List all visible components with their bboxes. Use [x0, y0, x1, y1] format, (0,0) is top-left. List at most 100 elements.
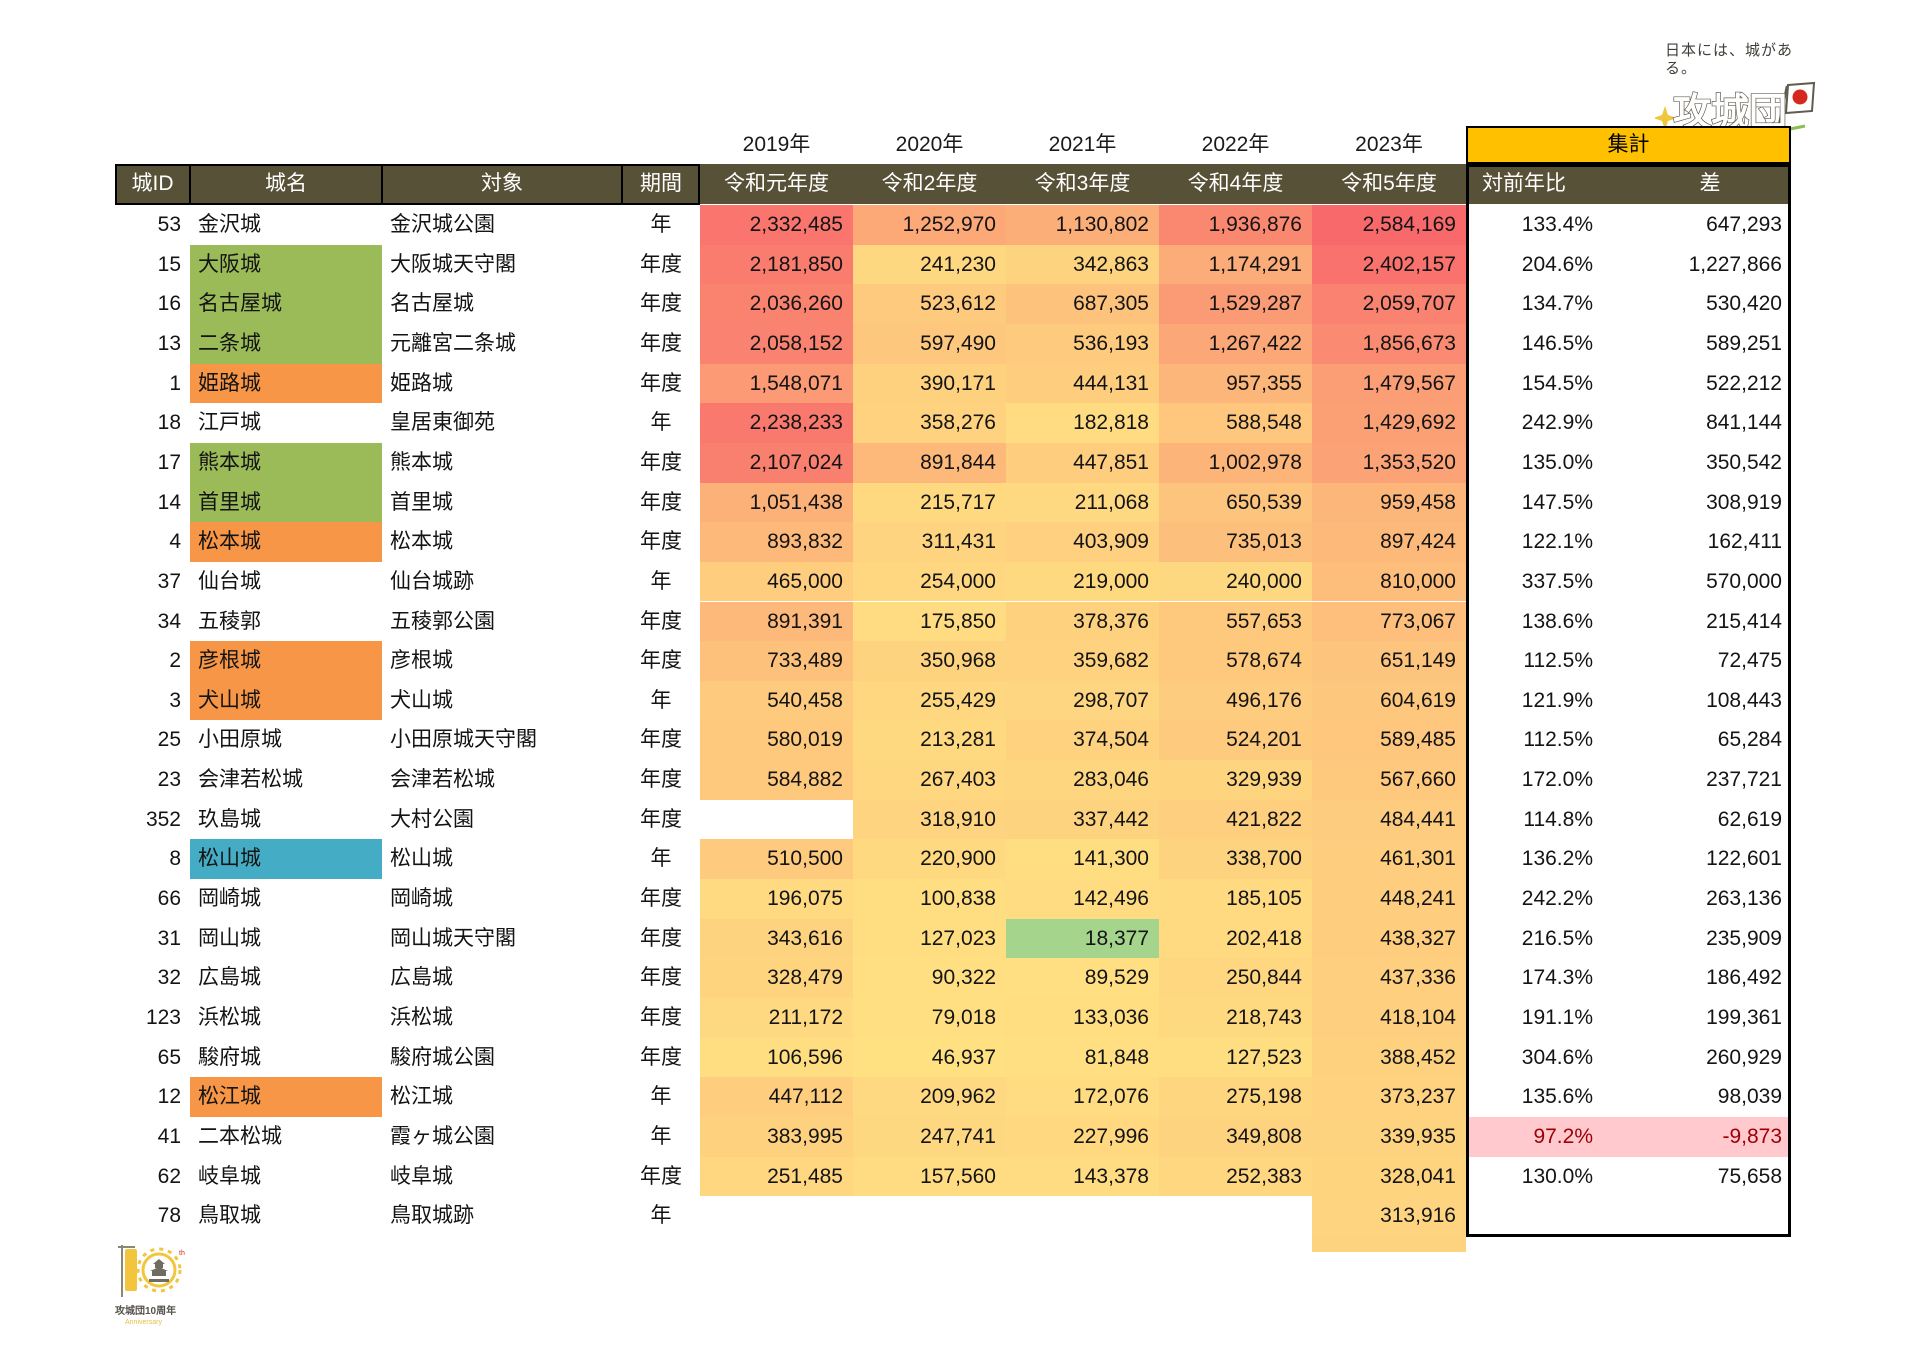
cell-castle-name[interactable]: 会津若松城: [198, 768, 303, 792]
cell-castle-id[interactable]: 62: [157, 1164, 181, 1188]
cell-visitors-2020年[interactable]: 891,844: [853, 442, 1006, 483]
cell-visitors-2021年[interactable]: 359,682: [1006, 641, 1159, 681]
cell-period[interactable]: 年度: [640, 887, 682, 911]
cell-yoy[interactable]: 174.3%: [1521, 966, 1593, 990]
cell-target[interactable]: 松本城: [390, 530, 453, 554]
cell-diff[interactable]: 841,144: [1706, 411, 1782, 435]
cell-yoy[interactable]: 172.0%: [1521, 768, 1593, 792]
col-header-castle-name[interactable]: 城名: [265, 172, 307, 195]
cell-visitors-2020年[interactable]: 1,252,970: [853, 205, 1006, 245]
cell-yoy[interactable]: [1466, 1196, 1629, 1236]
col-header-yoy[interactable]: 対前年比: [1482, 172, 1566, 195]
cell-diff[interactable]: 260,929: [1706, 1045, 1782, 1069]
col-header-castle-id[interactable]: 城ID: [131, 172, 174, 195]
cell-target[interactable]: 松山城: [390, 847, 453, 871]
cell-castle-name[interactable]: 首里城: [190, 482, 382, 523]
cell-period[interactable]: 年: [650, 411, 672, 435]
cell-target[interactable]: 浜松城: [390, 1006, 453, 1029]
cell-visitors-2019年[interactable]: 2,181,850: [700, 244, 853, 285]
cell-visitors-2020年[interactable]: 523,612: [853, 284, 1006, 324]
cell-visitors-2023年[interactable]: 959,458: [1312, 482, 1466, 523]
cell-castle-name[interactable]: 江戸城: [198, 411, 261, 435]
cell-visitors-2023年[interactable]: 313,916: [1312, 1196, 1466, 1236]
cell-castle-id[interactable]: 14: [157, 490, 181, 514]
cell-visitors-2022年[interactable]: 202,418: [1159, 918, 1312, 959]
cell-visitors-2019年[interactable]: 447,112: [700, 1077, 853, 1117]
cell-castle-id[interactable]: 17: [157, 450, 181, 474]
cell-target[interactable]: 大阪城天守閣: [390, 252, 516, 276]
cell-diff[interactable]: 237,721: [1706, 768, 1782, 792]
cell-castle-name[interactable]: 岡崎城: [198, 887, 261, 911]
cell-period[interactable]: 年度: [640, 252, 682, 276]
cell-diff[interactable]: 350,542: [1706, 450, 1782, 474]
cell-yoy[interactable]: 112.5%: [1523, 649, 1593, 673]
cell-diff[interactable]: 308,919: [1706, 490, 1782, 514]
col-header-era-year[interactable]: 令和4年度: [1187, 172, 1284, 195]
cell-yoy[interactable]: 135.6%: [1521, 1085, 1593, 1109]
cell-target[interactable]: 五稜郭公園: [390, 609, 495, 633]
cell-visitors-2022年[interactable]: [1159, 1196, 1312, 1236]
cell-diff[interactable]: 215,414: [1706, 609, 1782, 633]
cell-visitors-2023年[interactable]: 2,059,707: [1312, 284, 1466, 324]
cell-diff[interactable]: 72,475: [1717, 649, 1782, 673]
cell-visitors-2023年[interactable]: 448,241: [1312, 879, 1466, 919]
col-header-era-year[interactable]: 令和3年度: [1034, 172, 1131, 195]
cell-diff[interactable]: 570,000: [1706, 569, 1782, 593]
cell-visitors-2023年[interactable]: 2,584,169: [1312, 205, 1466, 245]
cell-visitors-2020年[interactable]: 79,018: [853, 998, 1006, 1038]
cell-visitors-2022年[interactable]: 1,529,287: [1159, 284, 1312, 324]
cell-yoy[interactable]: 216.5%: [1521, 926, 1593, 950]
col-header-era-year[interactable]: 令和2年度: [881, 172, 978, 195]
year-label[interactable]: 2021年: [1048, 133, 1117, 156]
cell-visitors-2020年[interactable]: 358,276: [853, 403, 1006, 443]
cell-visitors-2023年[interactable]: 388,452: [1312, 1037, 1466, 1078]
cell-visitors-2021年[interactable]: 536,193: [1006, 323, 1159, 364]
cell-yoy[interactable]: 191.1%: [1521, 1006, 1593, 1029]
cell-period[interactable]: 年度: [640, 966, 682, 990]
cell-visitors-2022年[interactable]: 1,267,422: [1159, 323, 1312, 364]
cell-visitors-2019年[interactable]: 1,051,438: [700, 482, 853, 523]
cell-period[interactable]: 年: [650, 1124, 672, 1148]
cell-castle-id[interactable]: 13: [157, 331, 181, 355]
cell-yoy[interactable]: 147.5%: [1521, 490, 1593, 514]
cell-castle-id[interactable]: 31: [157, 926, 181, 950]
cell-visitors-2021年[interactable]: 89,529: [1006, 958, 1159, 998]
cell-yoy[interactable]: 242.9%: [1521, 411, 1593, 435]
cell-visitors-2021年[interactable]: 283,046: [1006, 760, 1159, 800]
cell-visitors-2021年[interactable]: 447,851: [1006, 442, 1159, 483]
year-label[interactable]: 2019年: [742, 133, 811, 156]
cell-visitors-2021年[interactable]: 18,377: [1006, 918, 1159, 959]
cell-visitors-2019年[interactable]: 510,500: [700, 839, 853, 880]
col-header-era-year[interactable]: 令和5年度: [1341, 172, 1437, 195]
cell-yoy[interactable]: 204.6%: [1521, 252, 1593, 276]
cell-target[interactable]: 皇居東御苑: [390, 411, 495, 435]
cell-period[interactable]: 年: [650, 847, 672, 871]
cell-castle-id[interactable]: 25: [157, 728, 181, 752]
col-header-target[interactable]: 対象: [481, 172, 523, 195]
cell-yoy[interactable]: 97.2%: [1466, 1116, 1629, 1157]
cell-diff[interactable]: 75,658: [1717, 1164, 1782, 1188]
cell-visitors-2021年[interactable]: 142,496: [1006, 879, 1159, 919]
cell-visitors-2021年[interactable]: 1,130,802: [1006, 205, 1159, 245]
col-header-era-year[interactable]: 令和元年度: [724, 172, 829, 195]
cell-visitors-2022年[interactable]: 421,822: [1159, 799, 1312, 840]
cell-visitors-2022年[interactable]: 218,743: [1159, 998, 1312, 1038]
cell-visitors-2020年[interactable]: 100,838: [853, 879, 1006, 919]
cell-diff[interactable]: 98,039: [1717, 1085, 1782, 1109]
cell-visitors-2021年[interactable]: 342,863: [1006, 244, 1159, 285]
cell-visitors-2021年[interactable]: 227,996: [1006, 1116, 1159, 1157]
cell-diff[interactable]: 530,420: [1706, 292, 1782, 316]
cell-castle-id[interactable]: 8: [169, 847, 181, 871]
cell-yoy[interactable]: 138.6%: [1521, 609, 1593, 633]
cell-visitors-2023年[interactable]: 339,935: [1312, 1116, 1466, 1157]
cell-yoy[interactable]: 134.7%: [1521, 292, 1593, 316]
cell-period[interactable]: 年度: [640, 649, 682, 673]
cell-visitors-2021年[interactable]: [1006, 1196, 1159, 1236]
cell-castle-name[interactable]: 松山城: [190, 839, 382, 880]
cell-yoy[interactable]: 121.9%: [1521, 688, 1593, 712]
cell-visitors-2023年[interactable]: 651,149: [1312, 641, 1466, 681]
cell-castle-id[interactable]: 32: [157, 966, 181, 990]
cell-yoy[interactable]: 242.2%: [1521, 887, 1593, 911]
cell-visitors-2021年[interactable]: 378,376: [1006, 601, 1159, 642]
cell-castle-id[interactable]: 2: [169, 649, 181, 673]
